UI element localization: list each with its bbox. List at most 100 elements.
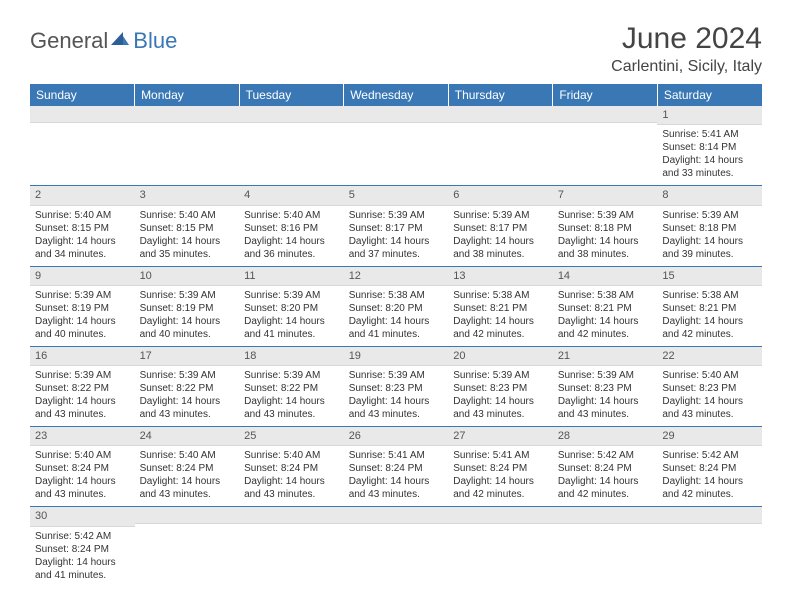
calendar-cell: 30Sunrise: 5:42 AMSunset: 8:24 PMDayligh… (30, 507, 135, 587)
calendar-cell: 5Sunrise: 5:39 AMSunset: 8:17 PMDaylight… (344, 186, 449, 266)
day-line: Sunset: 8:24 PM (349, 462, 444, 475)
day-line: Daylight: 14 hours (662, 315, 757, 328)
day-line: Sunset: 8:24 PM (558, 462, 653, 475)
dayhead-thu: Thursday (448, 84, 553, 106)
calendar-row: 1Sunrise: 5:41 AMSunset: 8:14 PMDaylight… (30, 106, 762, 186)
day-line: Sunrise: 5:39 AM (244, 289, 339, 302)
day-line: Sunrise: 5:39 AM (349, 209, 444, 222)
day-line: Daylight: 14 hours (453, 235, 548, 248)
day-line: Sunset: 8:24 PM (140, 462, 235, 475)
day-line: Sunset: 8:14 PM (662, 141, 757, 154)
day-number: 26 (344, 427, 449, 446)
day-line: Sunrise: 5:41 AM (453, 449, 548, 462)
calendar-cell (448, 106, 553, 186)
day-line: and 43 minutes. (140, 408, 235, 421)
day-line: Daylight: 14 hours (558, 235, 653, 248)
day-line: and 36 minutes. (244, 248, 339, 261)
day-line: Sunrise: 5:40 AM (662, 369, 757, 382)
day-number: 27 (448, 427, 553, 446)
day-line: Sunrise: 5:41 AM (662, 128, 757, 141)
calendar-cell: 9Sunrise: 5:39 AMSunset: 8:19 PMDaylight… (30, 266, 135, 346)
calendar-cell: 29Sunrise: 5:42 AMSunset: 8:24 PMDayligh… (657, 427, 762, 507)
day-number: 20 (448, 347, 553, 366)
calendar-cell: 7Sunrise: 5:39 AMSunset: 8:18 PMDaylight… (553, 186, 658, 266)
day-number-empty (657, 507, 762, 524)
day-number: 30 (30, 507, 135, 526)
day-number: 12 (344, 267, 449, 286)
day-number-empty (344, 507, 449, 524)
day-line: and 40 minutes. (35, 328, 130, 341)
day-line: Sunrise: 5:40 AM (244, 209, 339, 222)
day-line: Sunset: 8:17 PM (453, 222, 548, 235)
day-line: and 42 minutes. (662, 328, 757, 341)
day-body: Sunrise: 5:39 AMSunset: 8:22 PMDaylight:… (30, 366, 135, 426)
calendar-cell: 10Sunrise: 5:39 AMSunset: 8:19 PMDayligh… (135, 266, 240, 346)
day-number: 22 (657, 347, 762, 366)
day-line: Daylight: 14 hours (35, 315, 130, 328)
day-line: Daylight: 14 hours (140, 395, 235, 408)
day-line: Sunrise: 5:39 AM (35, 289, 130, 302)
calendar-cell: 8Sunrise: 5:39 AMSunset: 8:18 PMDaylight… (657, 186, 762, 266)
day-line: Sunrise: 5:39 AM (349, 369, 444, 382)
day-body-empty (344, 524, 449, 574)
day-line: Sunset: 8:23 PM (453, 382, 548, 395)
day-number: 13 (448, 267, 553, 286)
day-body: Sunrise: 5:40 AMSunset: 8:24 PMDaylight:… (135, 446, 240, 506)
day-number-empty (553, 507, 658, 524)
day-number: 5 (344, 186, 449, 205)
calendar-cell: 12Sunrise: 5:38 AMSunset: 8:20 PMDayligh… (344, 266, 449, 346)
day-line: Sunset: 8:23 PM (349, 382, 444, 395)
day-header-row: Sunday Monday Tuesday Wednesday Thursday… (30, 84, 762, 106)
day-body: Sunrise: 5:41 AMSunset: 8:14 PMDaylight:… (657, 125, 762, 185)
day-line: and 43 minutes. (35, 408, 130, 421)
day-number: 15 (657, 267, 762, 286)
day-body: Sunrise: 5:42 AMSunset: 8:24 PMDaylight:… (30, 527, 135, 587)
calendar-row: 9Sunrise: 5:39 AMSunset: 8:19 PMDaylight… (30, 266, 762, 346)
day-line: and 43 minutes. (349, 488, 444, 501)
day-line: Sunrise: 5:42 AM (35, 530, 130, 543)
calendar-cell (30, 106, 135, 186)
day-body: Sunrise: 5:41 AMSunset: 8:24 PMDaylight:… (448, 446, 553, 506)
calendar-row: 2Sunrise: 5:40 AMSunset: 8:15 PMDaylight… (30, 186, 762, 266)
day-body: Sunrise: 5:39 AMSunset: 8:22 PMDaylight:… (239, 366, 344, 426)
calendar-cell (448, 507, 553, 587)
day-body: Sunrise: 5:38 AMSunset: 8:21 PMDaylight:… (448, 286, 553, 346)
day-line: and 35 minutes. (140, 248, 235, 261)
day-number: 11 (239, 267, 344, 286)
day-number: 24 (135, 427, 240, 446)
day-line: Sunset: 8:20 PM (244, 302, 339, 315)
day-line: and 43 minutes. (453, 408, 548, 421)
calendar-cell (657, 507, 762, 587)
calendar-table: Sunday Monday Tuesday Wednesday Thursday… (30, 84, 762, 587)
calendar-cell: 28Sunrise: 5:42 AMSunset: 8:24 PMDayligh… (553, 427, 658, 507)
day-line: Sunrise: 5:42 AM (662, 449, 757, 462)
day-line: and 42 minutes. (558, 488, 653, 501)
day-body-empty (553, 524, 658, 574)
day-line: Sunrise: 5:38 AM (558, 289, 653, 302)
day-line: and 37 minutes. (349, 248, 444, 261)
calendar-cell: 14Sunrise: 5:38 AMSunset: 8:21 PMDayligh… (553, 266, 658, 346)
calendar-row: 23Sunrise: 5:40 AMSunset: 8:24 PMDayligh… (30, 427, 762, 507)
day-body: Sunrise: 5:39 AMSunset: 8:19 PMDaylight:… (135, 286, 240, 346)
day-line: Sunrise: 5:39 AM (558, 369, 653, 382)
day-body: Sunrise: 5:40 AMSunset: 8:24 PMDaylight:… (239, 446, 344, 506)
day-line: Sunset: 8:23 PM (558, 382, 653, 395)
day-line: Sunrise: 5:38 AM (349, 289, 444, 302)
day-line: Daylight: 14 hours (140, 315, 235, 328)
day-line: and 43 minutes. (244, 408, 339, 421)
dayhead-sun: Sunday (30, 84, 135, 106)
calendar-cell: 13Sunrise: 5:38 AMSunset: 8:21 PMDayligh… (448, 266, 553, 346)
day-body-empty (135, 524, 240, 574)
calendar-cell (344, 106, 449, 186)
day-number: 2 (30, 186, 135, 205)
day-line: Sunset: 8:21 PM (453, 302, 548, 315)
day-number: 3 (135, 186, 240, 205)
day-line: Sunset: 8:21 PM (662, 302, 757, 315)
day-body: Sunrise: 5:42 AMSunset: 8:24 PMDaylight:… (553, 446, 658, 506)
day-number-empty (239, 507, 344, 524)
day-line: and 42 minutes. (453, 488, 548, 501)
month-title: June 2024 (611, 22, 762, 56)
day-number: 28 (553, 427, 658, 446)
day-line: Sunrise: 5:38 AM (453, 289, 548, 302)
day-line: Sunrise: 5:38 AM (662, 289, 757, 302)
